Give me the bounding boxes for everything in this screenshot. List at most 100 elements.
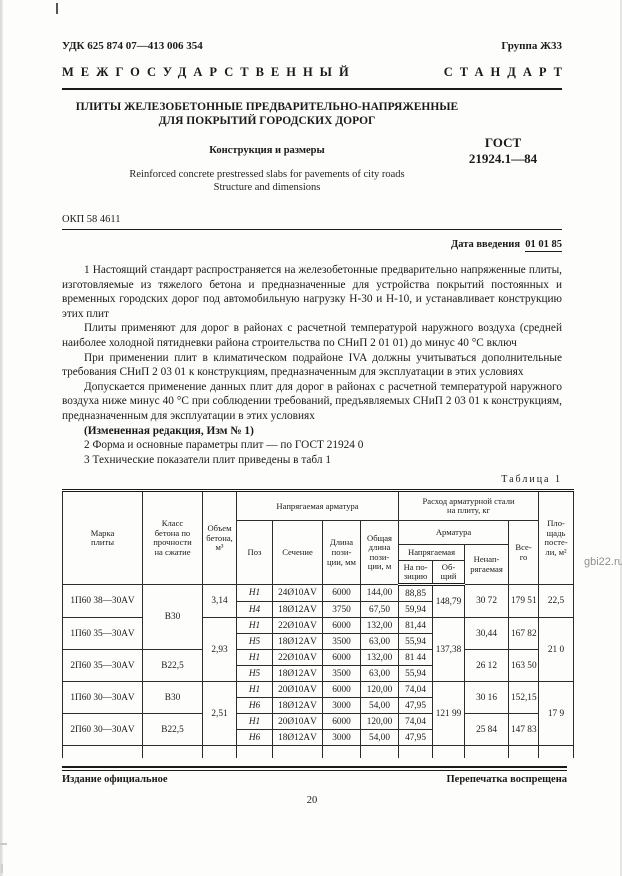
cell-dlina: 3000 (322, 729, 361, 747)
cell-klass: В30 (142, 584, 203, 651)
cell-obshchaya-dlina: 144,00 (359, 584, 400, 603)
cell-na-poziciyu: 47,95 (398, 729, 434, 747)
gost-label: ГОСТ (484, 135, 522, 150)
cell-klass: В22,5 (142, 713, 203, 747)
cell-dlina: 6000 (322, 617, 361, 635)
table-caption: Таблица 1 (501, 474, 562, 486)
table-header-row: Марка плиты Класс бетона по прочности на… (62, 489, 575, 586)
cell-na-poziciyu: 81,44 (398, 617, 434, 635)
cell-obshchaya-dlina: 132,00 (359, 617, 400, 635)
cell-poz: Н1 (236, 713, 273, 731)
cell-poz: Н1 (236, 617, 273, 635)
cell-poz: Н1 (236, 681, 273, 699)
doc-title-line-2: ДЛЯ ПОКРЫТИЙ ГОРОДСКИХ ДОРОГ (158, 114, 376, 127)
cell-obshchaya-dlina: 67,50 (359, 601, 400, 619)
paragraph-amendment: (Измененная редакция, Изм № 1) (84, 424, 254, 437)
scan-artifact-tick (56, 3, 58, 14)
cell-poz: Н5 (236, 633, 273, 651)
cell-obshchiy: 148,79 (432, 584, 466, 619)
cell-obshchaya-dlina: 132,00 (359, 649, 400, 667)
table-row: Н6 18Ø12АV 3000 54,00 47,95 (63, 697, 574, 715)
header-na-poziciyu: На по- зицию (398, 560, 434, 587)
cell-klass: В22,5 (142, 649, 203, 683)
cell-sechenie: 20Ø10АV (272, 681, 323, 699)
paragraph-5: 2 Форма и основные параметры плит — по Г… (84, 439, 364, 452)
cell-nenapryagaemaya: 30 16 (464, 681, 510, 715)
table-header-row: Поз Сечение Длина пози- ции, мм Общая дл… (63, 520, 574, 586)
header-vsego: Все- го (508, 520, 540, 586)
header-nenapryagaemaya: Ненап- рягаемая (464, 544, 510, 586)
header-sechenie: Сечение (272, 520, 323, 586)
scan-artifact-mark (0, 843, 7, 845)
footer-row: Издание официальное Перепечатка воспреще… (62, 774, 567, 785)
horizontal-rule (62, 229, 562, 230)
table-row: Н5 18Ø12АV 3500 63,00 55,94 (63, 665, 574, 683)
header-ploshchad: Пло- щадь посте- ли, м² (538, 489, 575, 586)
cell-obshchiy: 137,38 (432, 617, 466, 683)
cell-dlina: 6000 (322, 649, 361, 667)
cell-sechenie: 20Ø10АV (272, 713, 323, 731)
cell-sechenie: 18Ø12АV (272, 729, 323, 747)
headline-word-2: СТАНДАРТ (443, 65, 569, 79)
cell-vsego: 163 50 (508, 649, 540, 683)
cell-sechenie: 24Ø10АV (272, 584, 323, 603)
cell-obshchaya-dlina: 63,00 (359, 665, 400, 683)
header-rashod: Расход арматурной стали на плиту, кг (398, 489, 540, 522)
title-left-column: ПЛИТЫ ЖЕЛЕЗОБЕТОННЫЕ ПРЕДВАРИТЕЛЬНО-НАПР… (62, 101, 472, 194)
date-value: 01 01 85 (525, 239, 562, 252)
title-block: ПЛИТЫ ЖЕЛЕЗОБЕТОННЫЕ ПРЕДВАРИТЕЛЬНО-НАПР… (62, 101, 562, 197)
introduction-date-row: Дата введения 01 01 85 (62, 239, 562, 252)
footer-rule (62, 766, 567, 772)
cell-sechenie: 22Ø10АV (272, 649, 323, 667)
cell-nenapryagaemaya: 25 84 (464, 713, 510, 747)
scan-edge-left (0, 0, 3, 876)
doc-title-english-1: Reinforced concrete prestressed slabs fo… (129, 169, 405, 180)
gost-designation: ГОСТ 21924.1—84 (444, 135, 562, 167)
page-content: УДК 625 874 07—413 006 354 Группа Ж33 МЕ… (62, 0, 575, 806)
cell-na-poziciyu: 55,94 (398, 665, 434, 683)
specs-table: Марка плиты Класс бетона по прочности на… (62, 489, 575, 759)
cell-ploshchad: 22,5 (538, 584, 575, 619)
cell-obshchiy: 121 99 (432, 681, 466, 747)
gost-number: 21924.1—84 (468, 151, 538, 166)
cell-dlina: 3500 (322, 633, 361, 651)
cell-dlina: 3000 (322, 697, 361, 715)
cell-poz: Н4 (236, 601, 273, 619)
cell-marka: 2П60 35—30АV (62, 649, 143, 683)
cell-na-poziciyu: 81 44 (398, 649, 434, 667)
cell-poz: Н6 (236, 697, 273, 715)
cell-ploshchad: 21 0 (538, 617, 575, 683)
header-armatura: Арматура (398, 520, 510, 546)
cell-dlina: 6000 (322, 681, 361, 699)
paragraph-4: Допускается применение данных плит для д… (62, 380, 562, 422)
header-klass: Класс бетона по прочности на сжатие (142, 489, 203, 586)
header-obyom: Объем бетона, м³ (202, 489, 237, 586)
header-marka: Марка плиты (62, 489, 143, 586)
cell-na-poziciyu: 59,94 (398, 601, 434, 619)
cell-obyom: 2,93 (202, 617, 237, 683)
table-header-row: На по- зицию Об- щий (63, 560, 574, 587)
table-row: 1П60 30—30АV В30 2,51 Н1 20Ø10АV 6000 12… (62, 681, 575, 747)
horizontal-rule (62, 88, 562, 90)
cell-marka: 2П60 30—30АV (62, 713, 143, 747)
cell-klass: В30 (142, 681, 203, 715)
cell-vsego: 147 83 (508, 713, 540, 747)
cell-obshchaya-dlina: 63,00 (359, 633, 400, 651)
cell-nenapryagaemaya: 30 72 (464, 584, 510, 619)
cell-marka: 1П60 35—30АV (62, 617, 143, 651)
okp-code: ОКП 58 4611 (62, 214, 121, 225)
cell-na-poziciyu: 88,85 (398, 584, 434, 603)
table-spacer-row (62, 745, 575, 759)
doc-title-english-2: Structure and dimensions (213, 181, 321, 193)
site-watermark: gbi22.ru (584, 556, 622, 568)
paragraph-2: Плиты применяют для дорог в районах с ра… (62, 322, 562, 349)
cell-poz: Н1 (236, 649, 273, 667)
cell-obshchaya-dlina: 54,00 (359, 697, 400, 715)
table-header-row: Напрягаемая Ненап- рягаемая (63, 544, 574, 586)
cell-dlina: 6000 (322, 584, 361, 603)
cell-vsego: 167 82 (508, 617, 540, 651)
cell-marka: 1П60 30—30АV (62, 681, 143, 715)
date-label: Дата введения (451, 239, 520, 250)
header-napryag-armatura: Напрягаемая арматура (235, 489, 400, 522)
scan-edge-right (620, 0, 622, 876)
